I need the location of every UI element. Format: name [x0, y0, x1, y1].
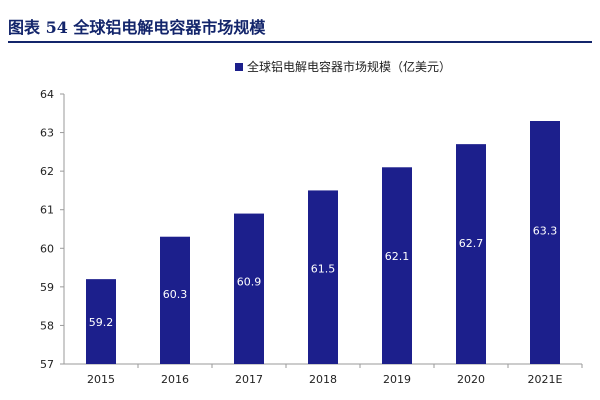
y-tick-label: 63	[40, 127, 54, 140]
title-underline	[8, 41, 592, 43]
bar-data-label: 59.2	[89, 316, 114, 329]
x-tick-label: 2017	[235, 373, 263, 386]
y-tick-label: 61	[40, 204, 54, 217]
bar-data-label: 62.7	[459, 237, 484, 250]
x-tick-label: 2016	[161, 373, 189, 386]
x-tick-label: 2020	[457, 373, 485, 386]
y-tick-label: 58	[40, 319, 54, 332]
bar	[308, 190, 338, 364]
figure-header: 图表 54 全球铝电解电容器市场规模	[0, 0, 600, 44]
legend-swatch	[235, 63, 243, 71]
x-tick-label: 2019	[383, 373, 411, 386]
y-tick-label: 57	[40, 358, 54, 371]
bar	[234, 213, 264, 364]
figure-title: 图表 54 全球铝电解电容器市场规模	[8, 18, 266, 37]
bar	[86, 279, 116, 364]
bar-data-label: 61.5	[311, 263, 336, 276]
legend-label: 全球铝电解电容器市场规模（亿美元）	[247, 59, 451, 74]
x-tick-label: 2021E	[528, 373, 563, 386]
bar-data-label: 60.3	[163, 288, 188, 301]
bar-data-label: 62.1	[385, 250, 410, 263]
bar	[160, 236, 190, 364]
x-tick-label: 2018	[309, 373, 337, 386]
y-tick-label: 64	[40, 88, 54, 101]
x-tick-label: 2015	[87, 373, 115, 386]
y-tick-label: 62	[40, 165, 54, 178]
bar	[382, 167, 412, 364]
y-tick-label: 60	[40, 242, 54, 255]
bar-data-label: 63.3	[533, 224, 558, 237]
bar	[530, 121, 560, 364]
bar-data-label: 60.9	[237, 275, 262, 288]
bar	[456, 144, 486, 364]
y-tick-label: 59	[40, 281, 54, 294]
